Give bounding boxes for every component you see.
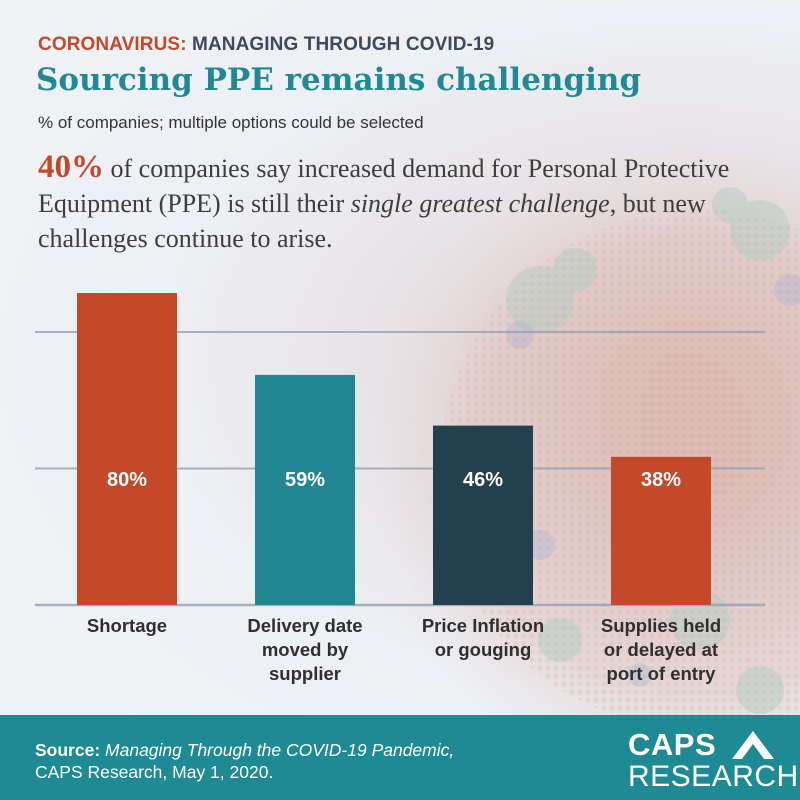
caps-research-logo: CAPS RESEARCH [628, 725, 798, 795]
page-title: Sourcing PPE remains challenging [36, 62, 642, 98]
bar-value-label: 59% [285, 469, 325, 491]
bar-4 [611, 456, 711, 605]
category-label: port of entry [607, 663, 717, 684]
category-label: supplier [269, 663, 341, 684]
kicker-accent: CORONAVIRUS: [38, 34, 187, 55]
category-label: Shortage [87, 615, 167, 636]
source-label: Source: [35, 740, 101, 760]
chart-subtitle: % of companies; multiple options could b… [38, 113, 424, 132]
callout-paragraph: 40% of companies say increased demand fo… [38, 150, 778, 256]
category-label: Delivery date [247, 615, 362, 636]
callout-text-1: of companies say increased demand for Pe… [38, 154, 730, 218]
category-label: Price Inflation [422, 615, 544, 636]
callout-text-2: , but new challenges continue to arise. [38, 189, 706, 253]
bar-chart: 80% Shortage 59% Delivery date moved by suppl… [35, 293, 765, 684]
source-citation: Source: Managing Through the COVID-19 Pa… [35, 739, 454, 783]
callout-emphasis: single greatest challenge [350, 189, 610, 218]
bar-1 [77, 293, 177, 605]
kicker-line: CORONAVIRUS: MANAGING THROUGH COVID-19 [38, 34, 494, 56]
bar-value-label: 46% [463, 469, 503, 491]
category-label: or delayed at [604, 639, 718, 660]
bar-value-label: 38% [641, 469, 681, 491]
source-detail: CAPS Research, May 1, 2020. [35, 762, 274, 782]
bar-3 [433, 425, 533, 605]
bar-2 [255, 374, 355, 605]
category-label: moved by [262, 639, 349, 660]
mountain-logo-icon [732, 731, 774, 759]
kicker-text: MANAGING THROUGH COVID-19 [192, 34, 495, 55]
category-label: or gouging [435, 639, 532, 660]
source-title: Managing Through the COVID-19 Pandemic, [105, 740, 455, 760]
bar-value-label: 80% [107, 469, 147, 491]
category-label: Supplies held [601, 615, 721, 636]
logo-research-text: RESEARCH [628, 760, 799, 793]
logo-caps-text: CAPS [628, 727, 717, 762]
footer-bar: Source: Managing Through the COVID-19 Pa… [0, 715, 800, 800]
callout-stat: 40% [38, 149, 104, 185]
